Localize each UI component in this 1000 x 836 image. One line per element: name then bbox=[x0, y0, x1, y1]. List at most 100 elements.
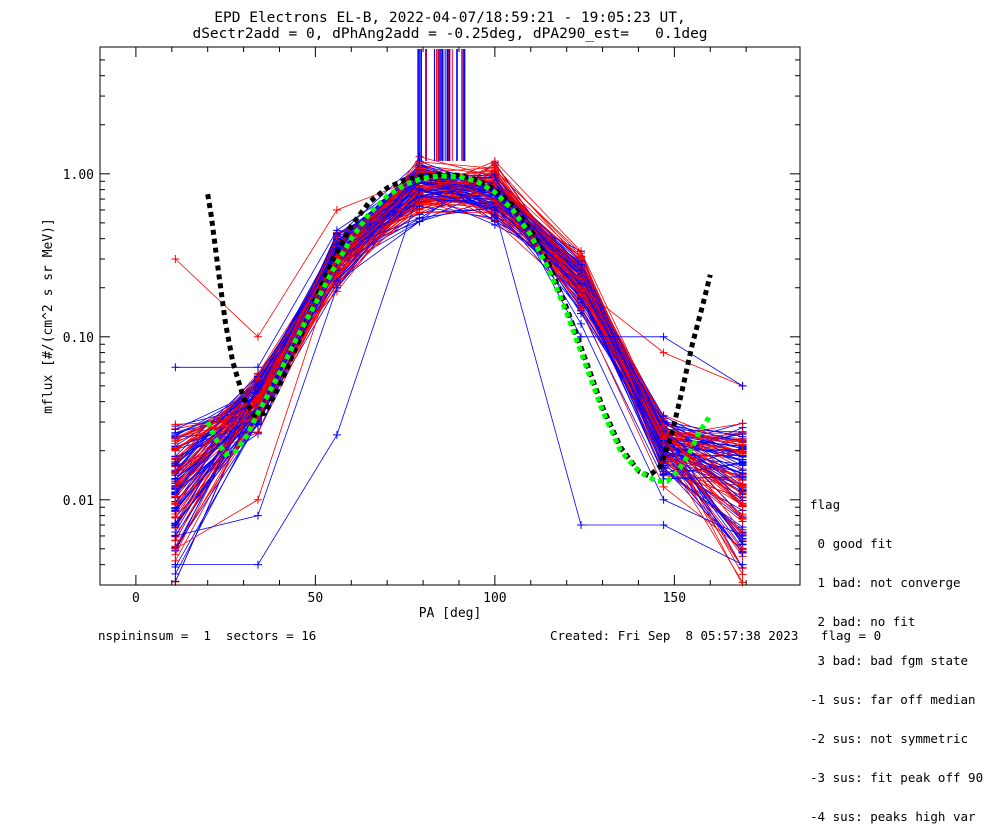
data-point-marker bbox=[577, 283, 586, 292]
data-point-marker bbox=[738, 483, 747, 492]
data-point-marker bbox=[659, 423, 668, 432]
data-point-marker bbox=[415, 213, 424, 222]
legend-item: -1 sus: far off median bbox=[810, 692, 976, 707]
data-point-marker bbox=[659, 434, 668, 443]
x-axis-label: PA [deg] bbox=[419, 606, 482, 621]
legend-item: 3 bad: bad fgm state bbox=[810, 653, 969, 668]
data-point-marker bbox=[171, 363, 180, 372]
spectrum-trace bbox=[175, 181, 743, 554]
data-point-marker bbox=[577, 319, 586, 328]
data-point-marker bbox=[171, 506, 180, 515]
spectrum-trace bbox=[175, 177, 743, 515]
legend-item: -3 sus: fit peak off 90 bbox=[810, 770, 984, 785]
spectrum-trace bbox=[175, 199, 743, 511]
y-tick-label: 1.00 bbox=[63, 168, 94, 183]
spectrum-trace bbox=[175, 167, 743, 548]
data-point-marker bbox=[738, 472, 747, 481]
spectrum-trace bbox=[175, 206, 743, 552]
spectrum-trace bbox=[175, 170, 743, 536]
series-trace bbox=[175, 177, 743, 537]
spectrum-trace bbox=[175, 182, 743, 520]
series-trace bbox=[175, 174, 743, 387]
data-point-marker bbox=[659, 495, 668, 504]
data-point-marker bbox=[659, 348, 668, 357]
chart-title: EPD Electrons EL-B, 2022-04-07/18:59:21 … bbox=[214, 10, 686, 26]
data-point-marker bbox=[171, 433, 180, 442]
y-axis-label: mflux [#/(cm^2 s sr MeV)] bbox=[41, 218, 56, 414]
spectrum-trace bbox=[175, 181, 743, 507]
spectrum-trace bbox=[175, 206, 743, 524]
data-point-marker bbox=[738, 447, 747, 456]
spectrum-trace bbox=[175, 195, 743, 496]
legend-item: 1 bad: not converge bbox=[810, 575, 961, 590]
data-point-marker bbox=[490, 157, 499, 166]
data-point-marker bbox=[577, 332, 586, 341]
series-trace bbox=[175, 177, 743, 387]
plot-frame bbox=[99, 46, 801, 586]
data-point-marker bbox=[738, 461, 747, 470]
data-point-marker bbox=[738, 560, 747, 569]
spectrum-trace bbox=[175, 172, 743, 508]
data-point-marker bbox=[171, 483, 180, 492]
data-point-marker bbox=[171, 531, 180, 540]
data-point-marker bbox=[332, 269, 341, 278]
legend-item: 0 good fit bbox=[810, 536, 893, 551]
spectrum-trace bbox=[175, 166, 743, 535]
data-point-marker bbox=[171, 420, 180, 429]
spectrum-trace bbox=[175, 167, 743, 518]
flag-legend: flag 0 good fit 1 bad: not converge 2 ba… bbox=[810, 472, 983, 836]
data-point-marker bbox=[253, 374, 262, 383]
data-point-marker bbox=[332, 205, 341, 214]
spectrum-trace bbox=[175, 167, 743, 541]
data-point-marker bbox=[415, 185, 424, 194]
fit-curve bbox=[205, 171, 713, 479]
data-point-marker bbox=[577, 260, 586, 269]
data-point-marker bbox=[490, 220, 499, 229]
spectrum-trace bbox=[175, 179, 743, 531]
data-point-marker bbox=[332, 283, 341, 292]
spectrum-trace bbox=[175, 183, 743, 528]
data-point-marker bbox=[577, 247, 586, 256]
x-tick-label: 0 bbox=[132, 591, 140, 606]
footer-created: Created: Fri Sep 8 05:57:38 2023 flag = … bbox=[550, 628, 882, 643]
spectrum-trace bbox=[175, 163, 743, 541]
trace-layer bbox=[171, 49, 747, 587]
data-point-marker bbox=[253, 495, 262, 504]
footer-spin-info: nspininsum = 1 sectors = 16 bbox=[98, 628, 317, 643]
x-tick-label: 150 bbox=[663, 591, 686, 606]
x-tick-label: 50 bbox=[308, 591, 324, 606]
data-point-marker bbox=[415, 164, 424, 173]
data-point-marker bbox=[171, 519, 180, 528]
spectrum-trace bbox=[175, 170, 743, 536]
data-point-marker bbox=[738, 381, 747, 390]
data-point-marker bbox=[490, 171, 499, 180]
data-point-marker bbox=[171, 492, 180, 501]
data-point-marker bbox=[659, 521, 668, 530]
chart-subtitle: dSectr2add = 0, dPhAng2add = -0.25deg, d… bbox=[192, 26, 708, 42]
data-point-marker bbox=[490, 196, 499, 205]
data-point-marker bbox=[171, 569, 180, 578]
data-point-marker bbox=[253, 560, 262, 569]
x-tick-label: 100 bbox=[483, 591, 506, 606]
data-point-marker bbox=[171, 560, 180, 569]
series-trace bbox=[175, 180, 743, 550]
data-point-marker bbox=[415, 202, 424, 211]
data-point-marker bbox=[659, 482, 668, 491]
data-point-marker bbox=[171, 467, 180, 476]
legend-item: 2 bad: no fit bbox=[810, 614, 916, 629]
spectrum-trace bbox=[175, 185, 743, 528]
data-point-marker bbox=[253, 428, 262, 437]
axes: 0 50 100 150 0.01 0.10 1.00 bbox=[63, 46, 800, 606]
data-point-marker bbox=[332, 226, 341, 235]
data-point-marker bbox=[738, 419, 747, 428]
spectrum-trace bbox=[175, 188, 743, 549]
data-point-marker bbox=[490, 214, 499, 223]
data-point-marker bbox=[577, 304, 586, 313]
data-point-marker bbox=[332, 430, 341, 439]
data-point-marker bbox=[171, 544, 180, 553]
fit-curve bbox=[205, 173, 713, 484]
legend-item: -2 sus: not symmetric bbox=[810, 731, 969, 746]
data-point-marker bbox=[171, 577, 180, 586]
data-point-marker bbox=[171, 255, 180, 264]
data-point-marker bbox=[171, 460, 180, 469]
